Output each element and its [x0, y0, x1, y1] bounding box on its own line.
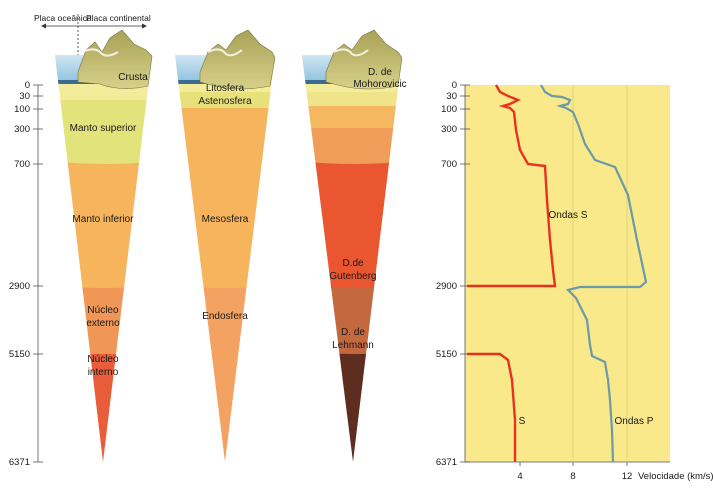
gutenberg-label: D.de: [342, 258, 364, 269]
depth-tick: 700: [14, 159, 30, 170]
p-wave-line: [540, 84, 648, 463]
x-tick: 4: [517, 471, 522, 482]
depth-tick: 30: [446, 91, 457, 102]
depth-tick: 0: [25, 80, 30, 91]
inner-core-label: interno: [88, 367, 119, 378]
depth-tick: 6371: [9, 457, 30, 468]
depth-tick: 0: [452, 80, 457, 91]
velocity-chart: 0 30 100 300 700 2900 5150 6371 4 8 12 V…: [436, 80, 713, 482]
depth-tick: 2900: [9, 281, 30, 292]
moho-label: Mohorovicic: [353, 79, 406, 90]
lithosphere-label: Litosfera: [206, 83, 245, 94]
plate-labels: Placa oceânica Placa continental: [34, 13, 151, 80]
depth-tick: 300: [14, 124, 30, 135]
oceanic-plate-label: Placa oceânica: [34, 13, 92, 23]
outer-core-label: externo: [86, 318, 120, 329]
depth-axis-left: 0 30 100 300 700 2900 5150 6371: [9, 80, 43, 468]
depth-tick: 300: [441, 124, 457, 135]
depth-tick: 5150: [9, 349, 30, 360]
s-waves-label: Ondas S: [549, 210, 588, 221]
s-wave-line: [467, 84, 557, 462]
lower-mantle-label: Manto inferior: [72, 214, 134, 225]
lehmann-label: Lehmann: [332, 340, 374, 351]
depth-tick: 5150: [436, 349, 457, 360]
upper-mantle-label: Manto superior: [70, 123, 137, 134]
continental-plate-label: Placa continental: [86, 13, 151, 23]
x-tick: 12: [622, 471, 633, 482]
inner-core-label: Núcleo: [87, 354, 119, 365]
x-unit-label: Velocidade (km/s): [638, 471, 713, 482]
cone-discontinuities: D. de Mohorovicic D.de Gutenberg D. de L…: [302, 29, 407, 462]
chart-background: [465, 85, 670, 462]
depth-tick: 700: [441, 159, 457, 170]
cone-composition: Crusta Manto superior Manto inferior Núc…: [55, 29, 153, 462]
depth-tick: 100: [441, 104, 457, 115]
p-waves-label: Ondas P: [615, 416, 654, 427]
cone-mechanical: Litosfera Astenosfera Mesosfera Endosfer…: [175, 29, 276, 462]
lehmann-label: D. de: [341, 327, 365, 338]
depth-tick: 2900: [436, 281, 457, 292]
depth-tick: 30: [19, 91, 30, 102]
depth-tick: 6371: [436, 457, 457, 468]
depth-tick: 100: [14, 104, 30, 115]
moho-label: D. de: [368, 67, 392, 78]
mesosphere-label: Mesosfera: [202, 214, 249, 225]
x-tick: 8: [570, 471, 575, 482]
s-short-label: S: [519, 416, 526, 427]
asthenosphere-label: Astenosfera: [198, 96, 252, 107]
depth-axis-right: 0 30 100 300 700 2900 5150 6371: [436, 80, 470, 468]
gutenberg-label: Gutenberg: [329, 271, 376, 282]
crust-label: Crusta: [118, 72, 148, 83]
endosphere-label: Endosfera: [202, 311, 248, 322]
outer-core-label: Núcleo: [87, 305, 119, 316]
